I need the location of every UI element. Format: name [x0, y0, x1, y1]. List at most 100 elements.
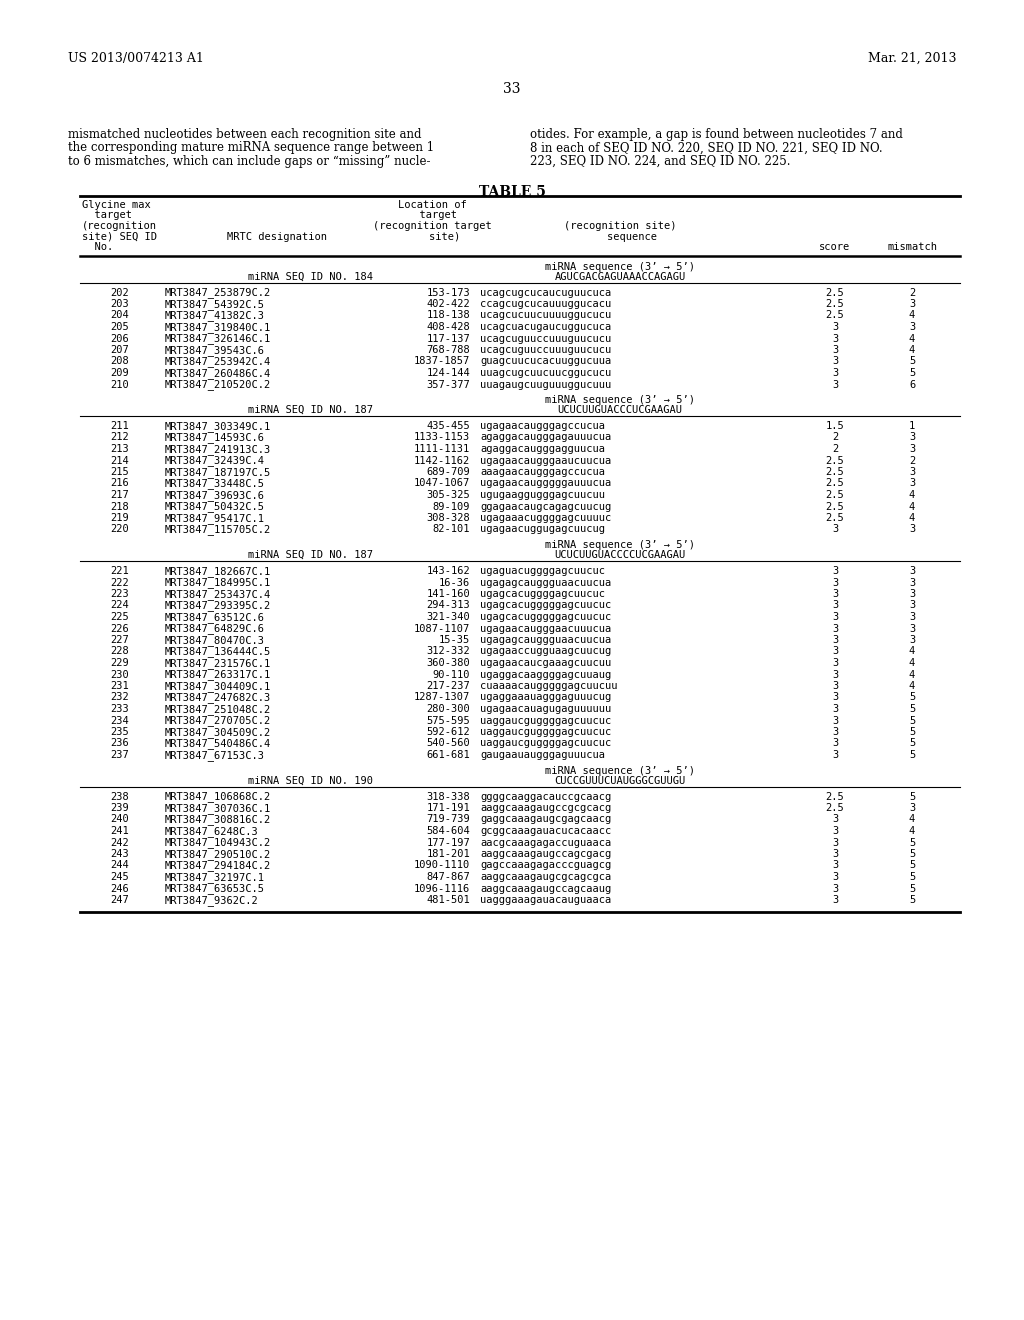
Text: cuaaaacaugggggagcuucuu: cuaaaacaugggggagcuucuu	[480, 681, 617, 690]
Text: AGUCGACGAGUAAACCAGAGU: AGUCGACGAGUAAACCAGAGU	[554, 272, 686, 281]
Text: 3: 3	[909, 479, 915, 488]
Text: Mar. 21, 2013: Mar. 21, 2013	[867, 51, 956, 65]
Text: aaggcaaagaugccagcgacg: aaggcaaagaugccagcgacg	[480, 849, 611, 859]
Text: 3: 3	[909, 322, 915, 333]
Text: 2.5: 2.5	[825, 455, 845, 466]
Text: MRT3847_319840C.1: MRT3847_319840C.1	[165, 322, 271, 333]
Text: 3: 3	[909, 566, 915, 576]
Text: ucagcuguuccuuuguucucu: ucagcuguuccuuuguucucu	[480, 345, 611, 355]
Text: MRT3847_14593C.6: MRT3847_14593C.6	[165, 433, 265, 444]
Text: 210: 210	[111, 380, 129, 389]
Text: 3: 3	[909, 578, 915, 587]
Text: uagggaaagauacauguaaca: uagggaaagauacauguaaca	[480, 895, 611, 906]
Text: 2: 2	[831, 433, 838, 442]
Text: uaggaucguggggagcuucuc: uaggaucguggggagcuucuc	[480, 715, 611, 726]
Text: 213: 213	[111, 444, 129, 454]
Text: MRT3847_32439C.4: MRT3847_32439C.4	[165, 455, 265, 466]
Text: MRT3847_290510C.2: MRT3847_290510C.2	[165, 849, 271, 859]
Text: 3: 3	[831, 623, 838, 634]
Text: 4: 4	[909, 669, 915, 680]
Text: 321-340: 321-340	[426, 612, 470, 622]
Text: ugagcacugggggagcuucuc: ugagcacugggggagcuucuc	[480, 612, 611, 622]
Text: 1287-1307: 1287-1307	[414, 693, 470, 702]
Text: 3: 3	[831, 750, 838, 760]
Text: 2.5: 2.5	[825, 513, 845, 523]
Text: 3: 3	[909, 612, 915, 622]
Text: miRNA sequence (3’ → 5’): miRNA sequence (3’ → 5’)	[545, 540, 695, 550]
Text: US 2013/0074213 A1: US 2013/0074213 A1	[68, 51, 204, 65]
Text: 203: 203	[111, 300, 129, 309]
Text: MRT3847_294184C.2: MRT3847_294184C.2	[165, 861, 271, 871]
Text: 3: 3	[909, 589, 915, 599]
Text: 3: 3	[831, 566, 838, 576]
Text: MRT3847_304509C.2: MRT3847_304509C.2	[165, 727, 271, 738]
Text: 3: 3	[831, 727, 838, 737]
Text: 117-137: 117-137	[426, 334, 470, 343]
Text: 294-313: 294-313	[426, 601, 470, 610]
Text: 228: 228	[111, 647, 129, 656]
Text: (recognition target: (recognition target	[373, 220, 492, 231]
Text: 6: 6	[909, 380, 915, 389]
Text: 4: 4	[909, 657, 915, 668]
Text: MRT3847_247682C.3: MRT3847_247682C.3	[165, 693, 271, 704]
Text: 1096-1116: 1096-1116	[414, 883, 470, 894]
Text: 2.5: 2.5	[825, 792, 845, 801]
Text: 3: 3	[831, 738, 838, 748]
Text: 3: 3	[909, 300, 915, 309]
Text: 280-300: 280-300	[426, 704, 470, 714]
Text: MRT3847_187197C.5: MRT3847_187197C.5	[165, 467, 271, 478]
Text: 232: 232	[111, 693, 129, 702]
Text: 2.5: 2.5	[825, 479, 845, 488]
Text: 3: 3	[909, 467, 915, 477]
Text: 408-428: 408-428	[426, 322, 470, 333]
Text: 2.5: 2.5	[825, 490, 845, 500]
Text: 4: 4	[909, 814, 915, 825]
Text: 205: 205	[111, 322, 129, 333]
Text: ugugaaggugggagcuucuu: ugugaaggugggagcuucuu	[480, 490, 605, 500]
Text: MRT3847_39543C.6: MRT3847_39543C.6	[165, 345, 265, 356]
Text: UCUCUUGUACCCCUCGAAGAU: UCUCUUGUACCCCUCGAAGAU	[554, 550, 686, 560]
Text: 3: 3	[831, 322, 838, 333]
Text: 141-160: 141-160	[426, 589, 470, 599]
Text: CUCCGUUUCUAUGGGCGUUGU: CUCCGUUUCUAUGGGCGUUGU	[554, 776, 686, 785]
Text: ugagaacaugggaaucuucua: ugagaacaugggaaucuucua	[480, 455, 611, 466]
Text: 3: 3	[831, 647, 838, 656]
Text: 3: 3	[831, 715, 838, 726]
Text: uuagaugcuuguuuggucuuu: uuagaugcuuguuuggucuuu	[480, 380, 611, 389]
Text: 223: 223	[111, 589, 129, 599]
Text: MRT3847_184995C.1: MRT3847_184995C.1	[165, 578, 271, 589]
Text: uaggaucguggggagcuucuc: uaggaucguggggagcuucuc	[480, 727, 611, 737]
Text: MRT3847_106868C.2: MRT3847_106868C.2	[165, 792, 271, 803]
Text: ugagaacaucgaaagcuucuu: ugagaacaucgaaagcuucuu	[480, 657, 611, 668]
Text: MRT3847_41382C.3: MRT3847_41382C.3	[165, 310, 265, 321]
Text: aacgcaaagagaccuguaaca: aacgcaaagagaccuguaaca	[480, 837, 611, 847]
Text: 3: 3	[831, 814, 838, 825]
Text: 5: 5	[909, 704, 915, 714]
Text: 5: 5	[909, 738, 915, 748]
Text: ugagaacaugggaacuuucua: ugagaacaugggaacuuucua	[480, 623, 611, 634]
Text: MRT3847_303349C.1: MRT3847_303349C.1	[165, 421, 271, 432]
Text: 227: 227	[111, 635, 129, 645]
Text: gaggcaaagaugcgagcaacg: gaggcaaagaugcgagcaacg	[480, 814, 611, 825]
Text: 360-380: 360-380	[426, 657, 470, 668]
Text: ucagcucuucuuuuggucucu: ucagcucuucuuuuggucucu	[480, 310, 611, 321]
Text: 3: 3	[831, 612, 838, 622]
Text: 5: 5	[909, 861, 915, 870]
Text: MRT3847_251048C.2: MRT3847_251048C.2	[165, 704, 271, 715]
Text: 357-377: 357-377	[426, 380, 470, 389]
Text: MRT3847_6248C.3: MRT3847_6248C.3	[165, 826, 259, 837]
Text: 124-144: 124-144	[426, 368, 470, 378]
Text: 435-455: 435-455	[426, 421, 470, 432]
Text: 215: 215	[111, 467, 129, 477]
Text: 2.5: 2.5	[825, 803, 845, 813]
Text: 237: 237	[111, 750, 129, 760]
Text: 216: 216	[111, 479, 129, 488]
Text: 3: 3	[831, 681, 838, 690]
Text: Glycine max: Glycine max	[82, 201, 151, 210]
Text: 3: 3	[831, 849, 838, 859]
Text: 768-788: 768-788	[426, 345, 470, 355]
Text: MRT3847_270705C.2: MRT3847_270705C.2	[165, 715, 271, 726]
Text: (recognition site): (recognition site)	[564, 220, 676, 231]
Text: 229: 229	[111, 657, 129, 668]
Text: 3: 3	[831, 368, 838, 378]
